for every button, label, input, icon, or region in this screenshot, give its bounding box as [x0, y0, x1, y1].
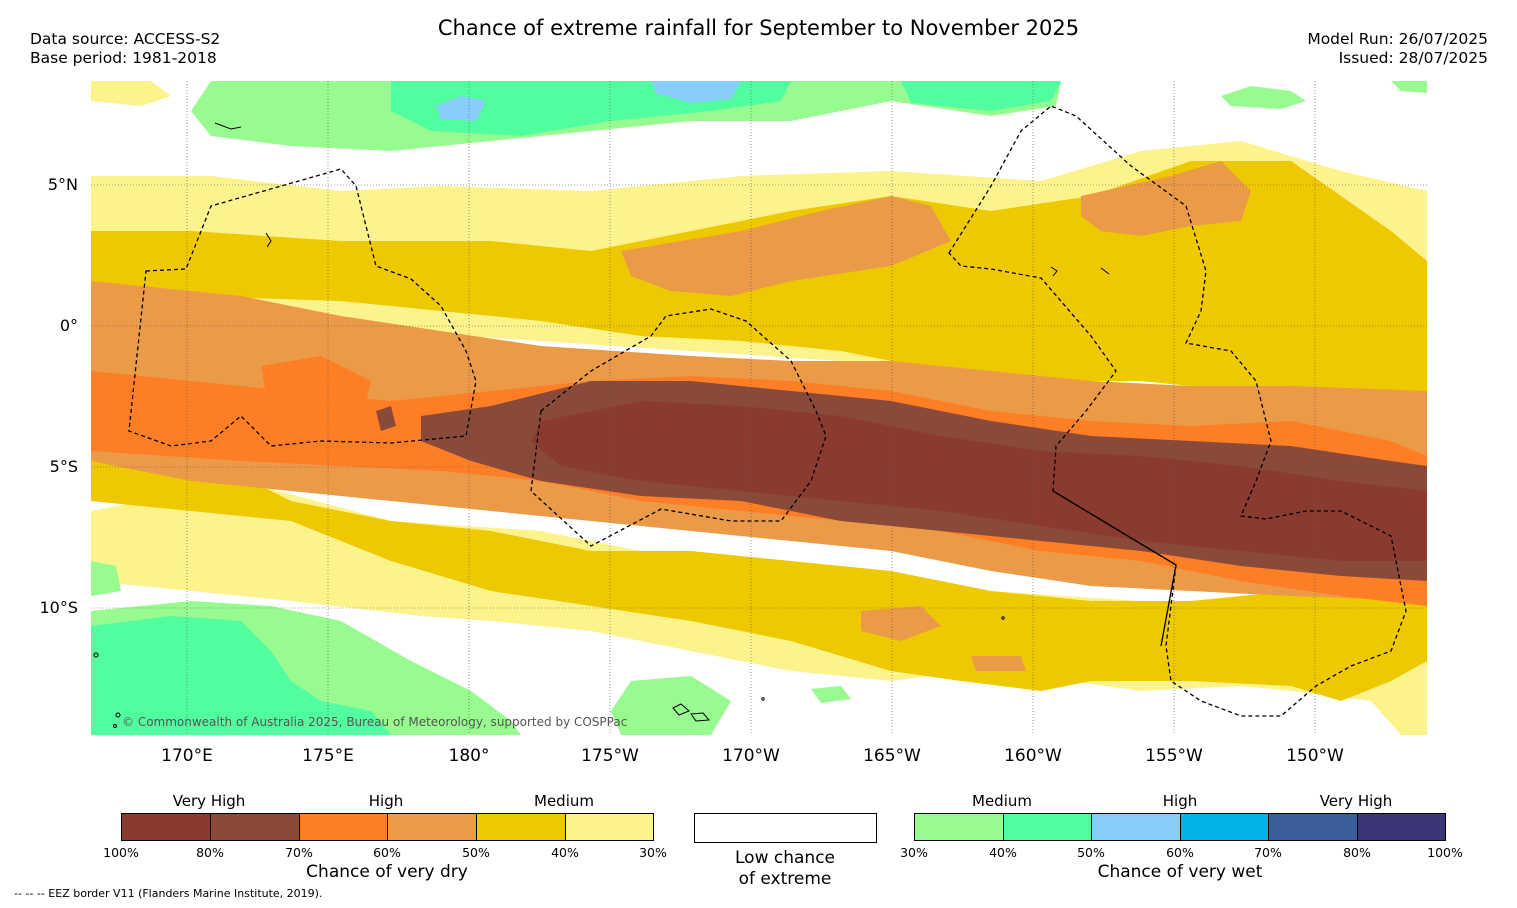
legend-dry-medium: Medium [534, 792, 594, 810]
dry-extreme-core [531, 401, 1427, 561]
model-run-text: Model Run: 26/07/2025 [1307, 30, 1488, 48]
lon-label-170w: 170°W [722, 746, 780, 766]
legend-wet-tick: 30% [900, 845, 928, 860]
graticule [91, 81, 1427, 735]
eez-note: -- -- -- EEZ border V11 (Flanders Marine… [14, 887, 323, 900]
dry-high-spot-south [861, 606, 941, 641]
legend-dry-swatch-4 [476, 813, 566, 841]
lon-label-150w: 150°W [1286, 746, 1344, 766]
lat-label-5n: 5°N [47, 175, 78, 194]
legend-wet-tick: 80% [1343, 845, 1371, 860]
legend-dry-tick: 70% [285, 845, 313, 860]
dry-medium-upper-mid [391, 281, 1141, 326]
boundary-solid [1052, 490, 1177, 647]
legend-wet-tick: 100% [1427, 845, 1463, 860]
legend-wet-very-high: Very High [1319, 792, 1393, 810]
lat-label-5s: 5°S [49, 457, 78, 476]
map-title: Chance of extreme rainfall for September… [437, 16, 1080, 40]
north-wet-zone-east [1221, 86, 1306, 109]
legend-neutral-swatch [694, 813, 877, 843]
issued-text: Issued: 28/07/2025 [1338, 49, 1488, 67]
legend-dry-high: High [368, 792, 404, 810]
legend-dry-swatch-2 [299, 813, 389, 841]
legend-wet-swatch-4 [1268, 813, 1358, 841]
lon-label-160w: 160°W [1004, 746, 1062, 766]
islands [93, 122, 1110, 728]
legend-wet-tick: 50% [1077, 845, 1105, 860]
base-period-text: Base period: 1981-2018 [30, 49, 217, 67]
legend-dry-swatch-1 [210, 813, 300, 841]
legend-dry-tick: 50% [462, 845, 490, 860]
lat-label-10s: 10°S [39, 598, 78, 617]
dry-medium-band-south [91, 451, 1427, 701]
north-wet-high-b [436, 96, 486, 121]
legend-dry-swatch-3 [387, 813, 477, 841]
legend-dry-tick: 60% [373, 845, 401, 860]
legend-dry-swatch-5 [565, 813, 654, 841]
south-wet-spot [811, 686, 851, 703]
legend-dry-tick: 80% [196, 845, 224, 860]
legend-neutral-label-2: of extreme [738, 869, 832, 889]
lat-label-0: 0° [59, 316, 78, 335]
lon-label-155w: 155°W [1145, 746, 1203, 766]
legend-wet-swatch-3 [1180, 813, 1270, 841]
legend-dry-label: Chance of very dry [306, 862, 468, 882]
north-light-dry-west [91, 81, 171, 106]
lon-label-175w: 175°W [581, 746, 639, 766]
legend-dry-tick: 40% [551, 845, 579, 860]
legend-wet-high: High [1162, 792, 1198, 810]
rainfall-map [91, 81, 1427, 735]
dry-very-high-west-spot [261, 356, 371, 441]
legend-wet-medium: Medium [972, 792, 1032, 810]
north-wet-medium-east [901, 81, 1061, 111]
lon-label-180: 180° [448, 746, 490, 766]
south-wet-west [91, 561, 121, 596]
lon-label-165w: 165°W [863, 746, 921, 766]
dry-high-upper [621, 196, 951, 296]
north-wet-zone-far-east [1391, 81, 1427, 93]
north-wet-high [651, 81, 741, 103]
legend-wet-tick: 70% [1254, 845, 1282, 860]
lon-label-170e: 170°E [161, 746, 213, 766]
legend-dry-tick: 100% [103, 845, 139, 860]
legend-dry-swatch-0 [121, 813, 211, 841]
dry-extreme-spot [376, 406, 396, 431]
legend-wet-swatch-1 [1003, 813, 1093, 841]
data-source-text: Data source: ACCESS-S2 [30, 30, 221, 48]
legend-wet-swatch-2 [1091, 813, 1181, 841]
dry-high-spot-south2 [971, 656, 1026, 671]
legend-wet-tick: 60% [1166, 845, 1194, 860]
legend-wet-swatch-0 [914, 813, 1004, 841]
copyright-text: © Commonwealth of Australia 2025, Bureau… [122, 715, 628, 729]
lon-label-175e: 175°E [302, 746, 354, 766]
legend-wet-swatch-5 [1357, 813, 1446, 841]
legend-dry-very-high: Very High [172, 792, 246, 810]
eez-borders [128, 105, 1407, 717]
legend-dry-tick: 30% [639, 845, 667, 860]
dry-high-upper-east [1081, 161, 1251, 236]
legend-wet-label: Chance of very wet [1097, 862, 1263, 882]
legend-neutral-label-1: Low chance [735, 848, 835, 868]
south-wet-medium [91, 616, 391, 735]
legend-wet-tick: 40% [989, 845, 1017, 860]
